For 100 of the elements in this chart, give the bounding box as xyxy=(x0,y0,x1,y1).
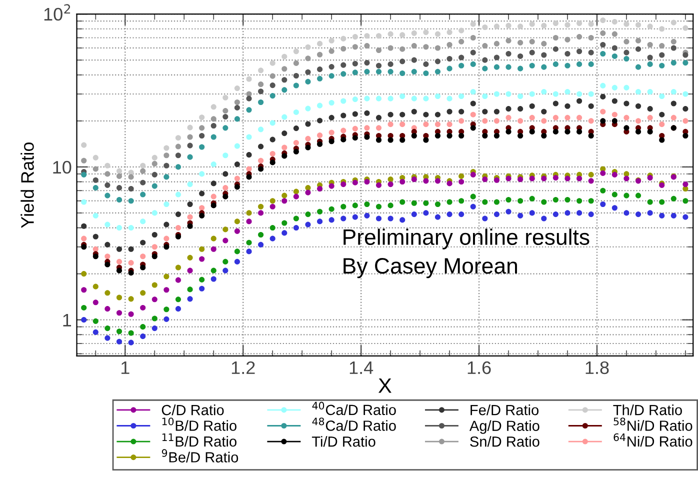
point xyxy=(128,260,134,266)
point xyxy=(293,82,299,88)
point xyxy=(564,114,570,120)
point xyxy=(305,121,311,127)
point xyxy=(293,60,299,66)
point xyxy=(434,201,441,208)
point xyxy=(647,61,653,67)
point xyxy=(659,112,665,118)
point xyxy=(305,222,311,228)
point xyxy=(316,186,323,192)
point xyxy=(199,132,205,139)
point xyxy=(270,82,276,88)
point xyxy=(187,142,193,148)
point xyxy=(400,122,406,128)
point xyxy=(293,225,299,231)
point xyxy=(670,114,676,120)
point xyxy=(388,122,394,128)
point xyxy=(624,50,630,56)
point xyxy=(340,112,346,118)
point xyxy=(423,70,429,76)
point xyxy=(482,43,488,49)
point xyxy=(316,52,323,58)
point xyxy=(635,128,642,134)
point xyxy=(164,287,170,293)
point xyxy=(199,144,205,150)
point xyxy=(199,205,205,211)
point xyxy=(104,262,110,268)
point xyxy=(482,93,488,100)
point xyxy=(104,335,110,341)
x-tick-label: 1.8 xyxy=(586,361,609,374)
point xyxy=(600,170,606,176)
point xyxy=(434,132,441,139)
point xyxy=(434,31,441,37)
point xyxy=(81,236,87,242)
y-tick-label: 1 xyxy=(63,314,72,326)
point xyxy=(458,108,464,114)
point xyxy=(164,316,170,322)
point xyxy=(529,210,535,216)
point xyxy=(647,42,653,48)
point xyxy=(518,198,524,204)
point xyxy=(140,192,146,198)
y-tick-label: 10$^{2}$ xyxy=(44,4,70,21)
point xyxy=(116,246,122,252)
point xyxy=(494,118,500,124)
point xyxy=(376,216,382,222)
point xyxy=(187,296,193,302)
point xyxy=(612,45,618,51)
point xyxy=(659,62,665,68)
point xyxy=(376,68,382,74)
point xyxy=(340,62,346,68)
point xyxy=(446,180,452,186)
point xyxy=(282,130,288,136)
legend-label: $^{11}$B/D Ratio xyxy=(162,434,236,447)
point xyxy=(458,198,464,204)
point xyxy=(482,108,488,114)
point xyxy=(116,173,122,179)
point xyxy=(128,296,134,302)
point xyxy=(282,114,288,120)
point xyxy=(152,244,158,250)
point xyxy=(364,110,370,116)
point xyxy=(659,199,665,205)
point xyxy=(140,162,146,168)
point xyxy=(187,134,193,140)
point xyxy=(635,64,642,70)
point xyxy=(446,122,452,128)
point xyxy=(270,236,276,242)
point xyxy=(624,21,630,27)
point xyxy=(316,218,323,224)
point xyxy=(624,56,630,62)
point xyxy=(328,138,334,144)
point xyxy=(116,294,122,300)
point xyxy=(210,162,216,168)
point xyxy=(518,176,524,182)
point xyxy=(659,122,665,128)
point xyxy=(364,68,370,74)
point xyxy=(187,182,193,188)
point xyxy=(199,256,205,262)
point xyxy=(210,104,216,110)
point xyxy=(400,58,406,64)
point xyxy=(682,106,688,112)
point xyxy=(293,216,299,222)
point xyxy=(600,118,606,124)
point xyxy=(164,145,170,151)
point xyxy=(576,114,582,120)
legend-label: $^{10}$B/D Ratio xyxy=(162,418,236,431)
legend-label: $^{48}$Ca/D Ratio xyxy=(312,418,396,431)
legend-label: $^{40}$Ca/D Ratio xyxy=(312,402,396,416)
point xyxy=(328,48,334,54)
point xyxy=(482,176,488,182)
point xyxy=(152,232,158,238)
point xyxy=(175,296,182,302)
point xyxy=(635,46,642,52)
point xyxy=(423,210,429,216)
point xyxy=(458,212,464,218)
point xyxy=(434,45,441,51)
point xyxy=(423,44,429,50)
point xyxy=(411,176,417,182)
point xyxy=(682,118,688,124)
point xyxy=(400,70,406,76)
point xyxy=(506,106,512,112)
